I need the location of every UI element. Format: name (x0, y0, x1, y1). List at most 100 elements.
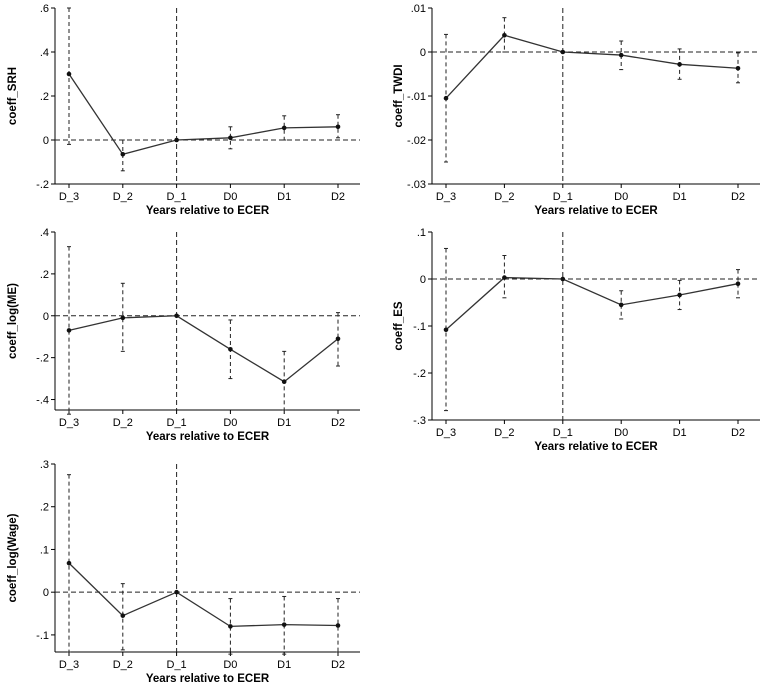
y-tick-label: -.2 (413, 368, 426, 380)
y-tick-label: .01 (411, 3, 426, 15)
x-tick-label: D1 (277, 191, 291, 203)
data-point (735, 281, 741, 287)
y-tick-label: .3 (40, 459, 49, 471)
series-line (68, 73, 339, 156)
y-tick-label: -.02 (407, 135, 426, 147)
x-tick-label: D2 (331, 417, 345, 429)
y-tick-label: 0 (43, 587, 49, 599)
y-tick-label: .6 (40, 3, 49, 15)
y-tick-label: .2 (40, 269, 49, 281)
x-tick-label: D1 (277, 417, 291, 429)
panel-2: -.03 -.02 -.01 0 .01 D_3 D_2 D_1 D0 D1 D2 Years rel… (393, 3, 760, 217)
x-axis-title: Years relative to ECER (534, 205, 658, 217)
x-tick-label: D_1 (553, 427, 573, 439)
y-tick-label: -.1 (413, 321, 426, 333)
y-tick-label: -.2 (36, 179, 49, 191)
x-tick-label: D_3 (59, 417, 79, 429)
data-point (560, 49, 566, 55)
x-tick-label: D1 (673, 191, 687, 203)
x-tick-label: D1 (277, 659, 291, 671)
panel-1: -.2 0 .2 .4 .6 D_3 D_2 D_1 D0 D1 D2 Years relative … (7, 3, 360, 217)
x-tick-label: D0 (223, 659, 237, 671)
data-point (335, 336, 341, 342)
y-axis-title: coeff_SRH (7, 67, 19, 125)
x-tick-label: D0 (614, 191, 628, 203)
data-point (443, 95, 449, 101)
panel-4: -.3 -.2 -.1 0 .1 D_3 D_2 D_1 D0 D1 D2 Years relativ… (393, 227, 760, 453)
x-tick-label: D_2 (113, 659, 133, 671)
y-tick-label: .2 (40, 91, 49, 103)
x-tick-label: D_1 (553, 191, 573, 203)
x-tick-label: D2 (331, 659, 345, 671)
x-tick-label: D0 (223, 191, 237, 203)
x-tick-label: D_1 (167, 659, 187, 671)
data-point (502, 275, 507, 280)
x-tick-label: D2 (731, 191, 745, 203)
x-axis-title: Years relative to ECER (146, 431, 270, 443)
x-tick-label: D_2 (494, 427, 514, 439)
y-tick-label: 0 (420, 274, 426, 286)
y-tick-label: -.4 (36, 395, 49, 407)
x-tick-label: D_3 (59, 191, 79, 203)
y-tick-label: .4 (40, 227, 49, 239)
x-tick-label: D0 (223, 417, 237, 429)
series-line (68, 315, 339, 383)
series-line (445, 34, 739, 99)
y-axis-title: coeff_ES (393, 301, 405, 351)
panel-3: -.4 -.2 0 .2 .4 D_3 D_2 D_1 D0 D1 D2 Years relative… (7, 227, 360, 443)
y-axis-title: coeff_log(ME) (7, 283, 19, 359)
x-tick-label: D_1 (167, 191, 187, 203)
data-point (735, 65, 741, 71)
x-tick-label: D_2 (113, 191, 133, 203)
data-point (120, 152, 126, 157)
x-tick-label: D2 (331, 191, 345, 203)
data-point (560, 276, 566, 282)
data-point (281, 622, 287, 627)
data-point (120, 613, 126, 618)
y-tick-label: -.03 (407, 179, 426, 191)
x-axis-title: Years relative to ECER (146, 205, 270, 217)
y-tick-label: .4 (40, 47, 49, 59)
x-axis-title: Years relative to ECER (534, 441, 658, 453)
x-tick-label: D1 (673, 427, 687, 439)
data-point (228, 624, 233, 629)
data-point (677, 62, 682, 67)
data-point (228, 346, 233, 352)
data-point (335, 124, 341, 130)
data-point (174, 137, 179, 143)
data-point (281, 125, 287, 131)
x-tick-label: D0 (614, 427, 628, 439)
data-point (443, 327, 449, 333)
y-tick-label: -.3 (413, 415, 426, 427)
y-tick-label: .1 (40, 544, 49, 556)
x-tick-label: D_3 (436, 427, 456, 439)
y-tick-label: -.01 (407, 91, 426, 103)
data-point (677, 292, 682, 298)
data-point (174, 313, 179, 319)
x-tick-label: D_1 (167, 417, 187, 429)
data-point (66, 328, 72, 333)
panel-5: -.1 0 .1 .2 .3 D_3 D_2 D_1 D0 D1 D2 Years relative … (7, 459, 360, 685)
data-point (281, 379, 287, 385)
y-tick-label: -.2 (36, 353, 49, 365)
data-point (66, 560, 72, 566)
x-tick-label: D_2 (494, 191, 514, 203)
y-tick-label: 0 (43, 311, 49, 323)
series-line (445, 276, 739, 331)
series-line (68, 562, 339, 628)
data-point (502, 32, 507, 38)
data-point (120, 315, 126, 321)
y-tick-label: 0 (420, 47, 426, 59)
y-tick-label: 0 (43, 135, 49, 147)
data-point (174, 589, 179, 595)
y-axis-title: coeff_log(Wage) (7, 513, 19, 602)
x-axis-title: Years relative to ECER (146, 673, 270, 685)
x-tick-label: D_3 (436, 191, 456, 203)
data-point (618, 52, 624, 58)
x-tick-label: D2 (731, 427, 745, 439)
data-point (66, 71, 72, 77)
x-tick-label: D_3 (59, 659, 79, 671)
data-point (335, 623, 341, 628)
data-point (618, 302, 624, 308)
